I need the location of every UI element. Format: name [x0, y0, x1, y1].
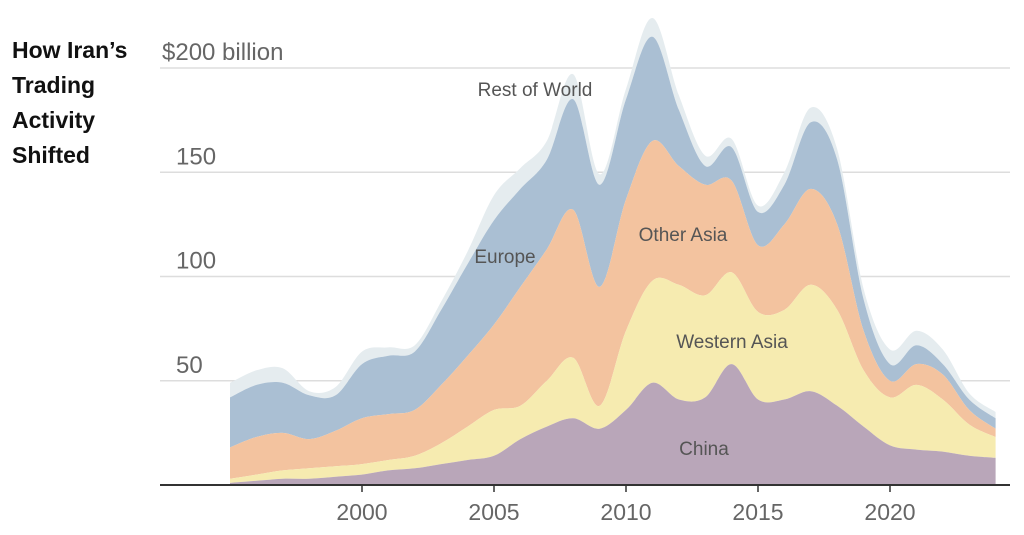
x-tick-label: 2005	[468, 499, 519, 525]
y-tick-label: 100	[176, 248, 216, 275]
x-tick-label: 2000	[336, 499, 387, 525]
chart-title: How Iran’s Trading Activity Shifted	[12, 33, 162, 173]
x-tick-label: 2020	[864, 499, 915, 525]
series-label: Europe	[474, 247, 535, 268]
series-label: China	[679, 439, 729, 460]
series-label: Rest of World	[478, 80, 593, 101]
y-tick-label: 150	[176, 143, 216, 170]
title-line: Shifted	[12, 142, 90, 168]
x-tick-label: 2015	[732, 499, 783, 525]
series-label: Other Asia	[639, 225, 728, 246]
title-line: Activity	[12, 107, 96, 133]
area-other-asia	[230, 140, 996, 479]
title-line: How Iran’s	[12, 37, 128, 63]
title-line: Trading	[12, 72, 96, 98]
series-label: Western Asia	[676, 332, 788, 353]
y-tick-label: 50	[176, 352, 203, 379]
y-tick-label: $200 billion	[162, 39, 283, 66]
area-rest-of-world	[230, 17, 996, 419]
area-china	[230, 364, 996, 485]
area-europe	[230, 36, 996, 448]
x-tick-label: 2010	[600, 499, 651, 525]
area-western-asia	[230, 272, 996, 483]
